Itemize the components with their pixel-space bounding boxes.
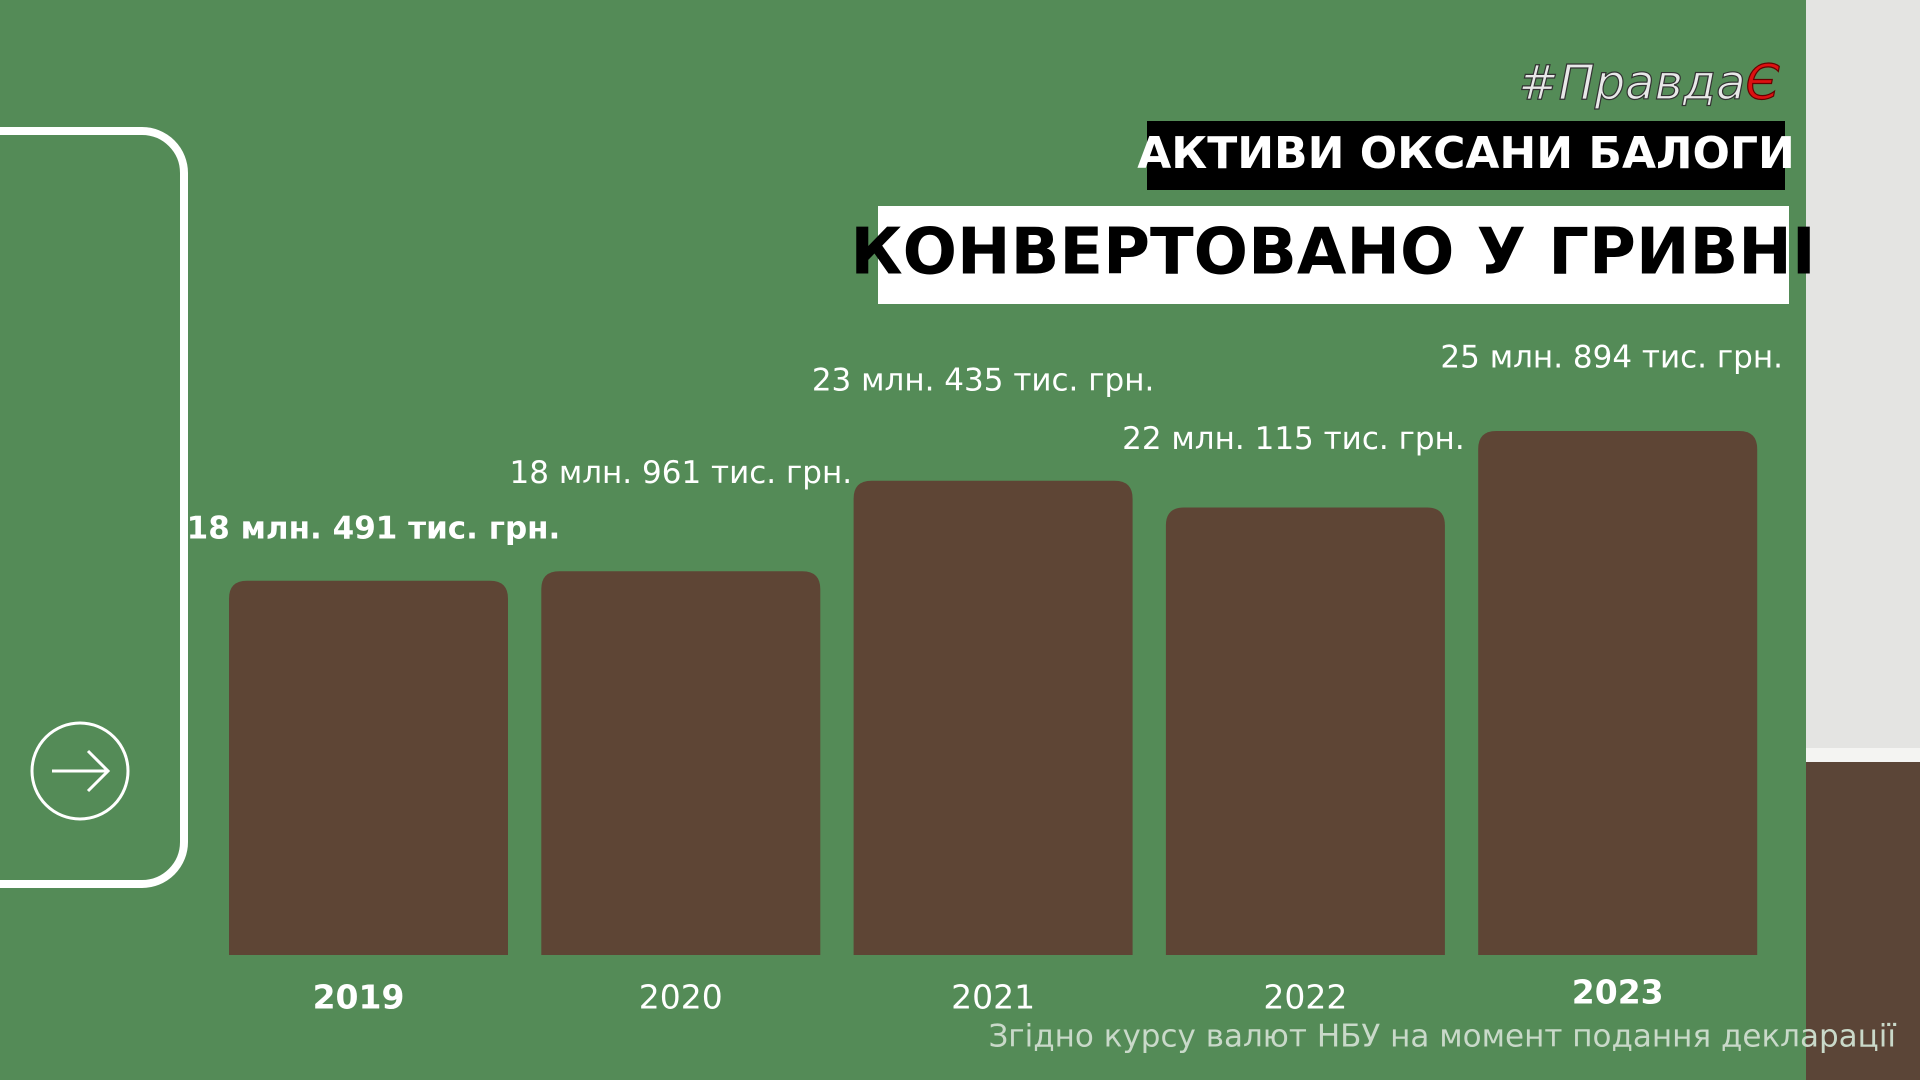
- value-label: 22 млн. 115 тис. грн.: [1122, 421, 1465, 457]
- floor: [1806, 762, 1920, 1080]
- note: Згідно курсу валют НБУ на момент подання…: [988, 1019, 1896, 1055]
- bar: [229, 580, 508, 955]
- x-tick-label: 2021: [951, 978, 1035, 1017]
- chart-title: КОНВЕРТОВАНО У ГРИВНІ: [850, 216, 1815, 290]
- title-box: [878, 206, 1789, 304]
- value-label: 25 млн. 894 тис. грн.: [1440, 340, 1783, 376]
- x-tick-label: 2022: [1263, 978, 1347, 1017]
- value-label: 18 млн. 491 тис. грн.: [187, 510, 561, 546]
- value-label: 23 млн. 435 тис. грн.: [812, 362, 1155, 398]
- next-arrow: [52, 749, 111, 793]
- x-tick-label: 2019: [313, 978, 405, 1017]
- bar: [1165, 507, 1445, 955]
- frame: [0, 127, 188, 888]
- value-label: 18 млн. 961 тис. грн.: [510, 455, 853, 491]
- next-button[interactable]: [30, 721, 130, 821]
- x-tick-label: 2023: [1572, 973, 1664, 1012]
- subtitle-box: [1147, 121, 1785, 190]
- x-tick-label: 2020: [639, 978, 723, 1017]
- brand-mark: Є: [1745, 55, 1779, 111]
- next-circle: [30, 721, 130, 821]
- bar: [541, 571, 821, 955]
- subtitle: АКТИВИ ОКСАНИ БАЛОГИ: [1137, 128, 1795, 179]
- wall: [1806, 0, 1920, 760]
- bar: [853, 480, 1133, 955]
- brand: #ПравдаЄ: [1518, 55, 1779, 111]
- baseboard: [1806, 748, 1920, 762]
- bar: [1478, 431, 1758, 955]
- brand-text: #Правда: [1518, 55, 1745, 111]
